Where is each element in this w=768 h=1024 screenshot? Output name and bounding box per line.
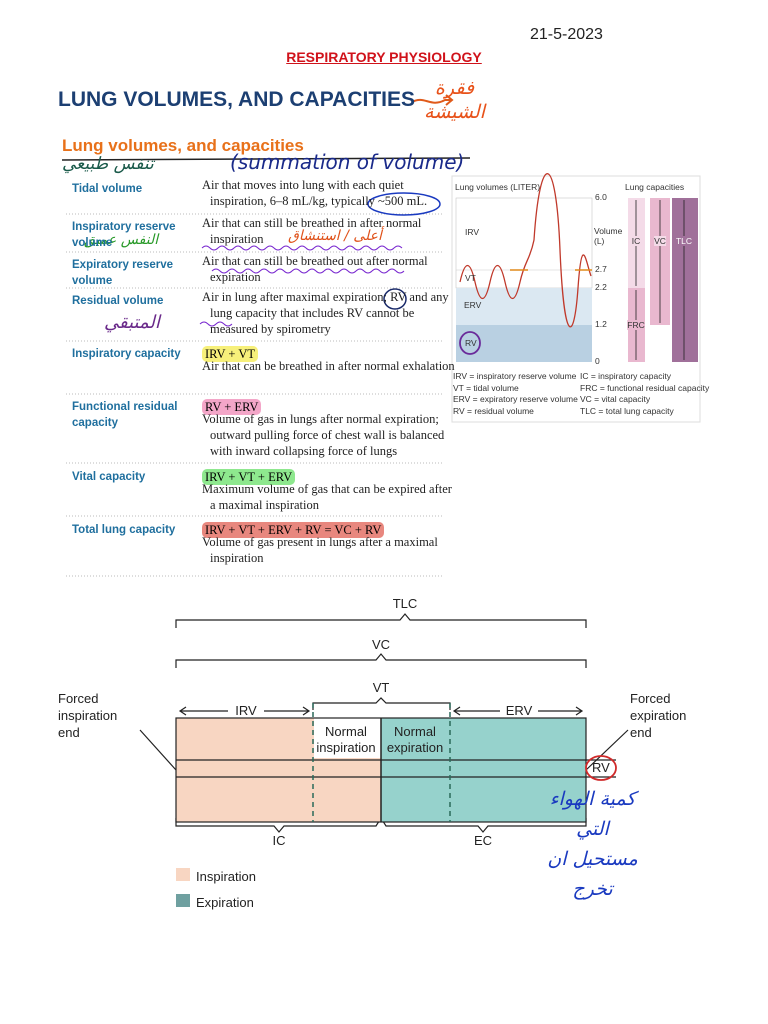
bracket xyxy=(175,613,587,628)
volume-label: IRV xyxy=(465,227,480,237)
legend-swatch xyxy=(176,894,190,907)
volume-label: ERV xyxy=(464,300,482,310)
bracket-label: TLC xyxy=(392,596,418,611)
side-label: Forced inspiration end xyxy=(58,691,118,740)
definition: Air in lung after maximal expiration; RV… xyxy=(202,290,449,336)
irv-band xyxy=(455,197,593,289)
hand-underline xyxy=(201,245,403,251)
page-title: LUNG VOLUMES, AND CAPACITIES xyxy=(58,88,416,111)
hand-line xyxy=(61,157,471,161)
term: Functional residual capacity xyxy=(72,401,178,429)
handwritten-note: أعلى / استنشاق xyxy=(288,228,382,244)
figure-title: Lung capacities xyxy=(625,182,685,192)
legend-item: RV = residual volume xyxy=(453,405,534,416)
definition: Air that moves into lung with each quiet… xyxy=(202,178,428,208)
term: Total lung capacity xyxy=(72,524,176,536)
definition: Air that can still be breathed in after … xyxy=(202,216,422,246)
formula: RV + ERV xyxy=(202,399,262,415)
term: Tidal volume xyxy=(72,183,143,195)
pointer xyxy=(585,729,629,771)
figure-title: Lung volumes (LITER) xyxy=(455,182,541,192)
term: Inspiratory reserve volume xyxy=(72,221,176,249)
volume-curve xyxy=(459,173,592,328)
hand-arrow xyxy=(411,94,454,106)
hand-circle xyxy=(383,288,407,310)
volume-label: RV xyxy=(465,338,477,348)
term: Inspiratory capacity xyxy=(72,348,181,360)
date: 21-5-2023 xyxy=(530,26,603,43)
hand-circle xyxy=(367,192,441,216)
handwritten-note: النفس عميق xyxy=(84,232,159,248)
legend-item: IC = inspiratory capacity xyxy=(580,371,671,381)
handwritten-note: المتبقي xyxy=(104,312,160,333)
segment-label: ERV xyxy=(505,703,533,718)
formula: IRV + VT + ERV + RV = VC + RV xyxy=(202,522,385,538)
legend-item: VT = tidal volume xyxy=(453,382,519,393)
hand-underline xyxy=(211,268,405,274)
segment-label: IRV xyxy=(235,703,257,718)
term: Expiratory reserve volume xyxy=(72,259,174,287)
rv-label: RV xyxy=(592,760,610,775)
axis-label: Volume (L) xyxy=(594,226,623,246)
legend-item: FRC = functional residual capacity xyxy=(580,382,710,393)
segment-label: Normal inspiration xyxy=(316,724,376,755)
handwritten-note: (summation of volume) xyxy=(230,150,465,174)
rv-band xyxy=(456,325,592,362)
tick-label: 2.7 xyxy=(595,264,607,274)
section-title: Lung volumes, and capacities xyxy=(62,136,304,155)
definition: Maximum volume of gas that can be expire… xyxy=(202,482,452,512)
definition: Air that can still be breathed out after… xyxy=(202,254,428,284)
arrows xyxy=(139,706,629,771)
hand-circle xyxy=(585,755,617,781)
formula: IRV + VT + ERV xyxy=(202,469,296,485)
handwritten-note: كمية الهواء التي مستحيل ان تخرج xyxy=(547,788,638,900)
row-separators xyxy=(66,213,444,577)
hand-circle xyxy=(459,331,481,355)
capacity-label: VC xyxy=(654,236,666,246)
bracket xyxy=(175,653,587,668)
formula: IRV + VT xyxy=(202,346,259,362)
course-header: RESPIRATORY PHYSIOLOGY xyxy=(286,49,482,65)
segment-label: Normal expiration xyxy=(386,724,444,755)
handwritten-note: فقرة الشيشة xyxy=(424,77,485,123)
legend-item: Expiration xyxy=(196,895,254,910)
tick-label: 0 xyxy=(595,356,600,366)
arrow xyxy=(452,706,584,716)
term: Vital capacity xyxy=(72,471,146,483)
tick-label: 6.0 xyxy=(595,192,607,202)
tlc-bar xyxy=(672,198,698,362)
handwritten-note: تنفس طبيعي xyxy=(62,154,154,174)
capacity-label: FRC xyxy=(627,320,645,330)
legend-item: VC = vital capacity xyxy=(580,394,651,404)
hand-underline xyxy=(199,321,233,327)
definition: Volume of gas in lungs after normal expi… xyxy=(202,412,445,458)
normal-expiration-box xyxy=(381,718,450,758)
tick-label: 1.2 xyxy=(595,319,607,329)
bracket-label: VT xyxy=(372,680,390,695)
legend-item: IRV = inspiratory reserve volume xyxy=(453,371,577,381)
volume-label: VT xyxy=(465,273,476,283)
bracket-label: EC xyxy=(473,833,493,848)
legend-item: TLC = total lung capacity xyxy=(580,405,674,416)
bracket-label: IC xyxy=(272,833,286,848)
bracket-label: VC xyxy=(371,637,391,652)
capacity-label: IC xyxy=(631,236,641,246)
bracket xyxy=(312,697,451,710)
side-label: Forced expiration end xyxy=(630,691,687,740)
legend-swatch xyxy=(176,868,190,881)
legend-item: Inspiration xyxy=(196,869,256,884)
legend-item: ERV = expiratory reserve volume xyxy=(453,394,578,404)
arrow xyxy=(178,706,311,716)
pointer xyxy=(139,729,177,771)
term: Residual volume xyxy=(72,295,164,307)
definition: Air that can be breathed in after normal… xyxy=(202,359,455,373)
tick-label: 2.2 xyxy=(595,282,607,292)
capacity-label: TLC xyxy=(675,236,693,246)
definition: Volume of gas present in lungs after a m… xyxy=(202,535,438,565)
